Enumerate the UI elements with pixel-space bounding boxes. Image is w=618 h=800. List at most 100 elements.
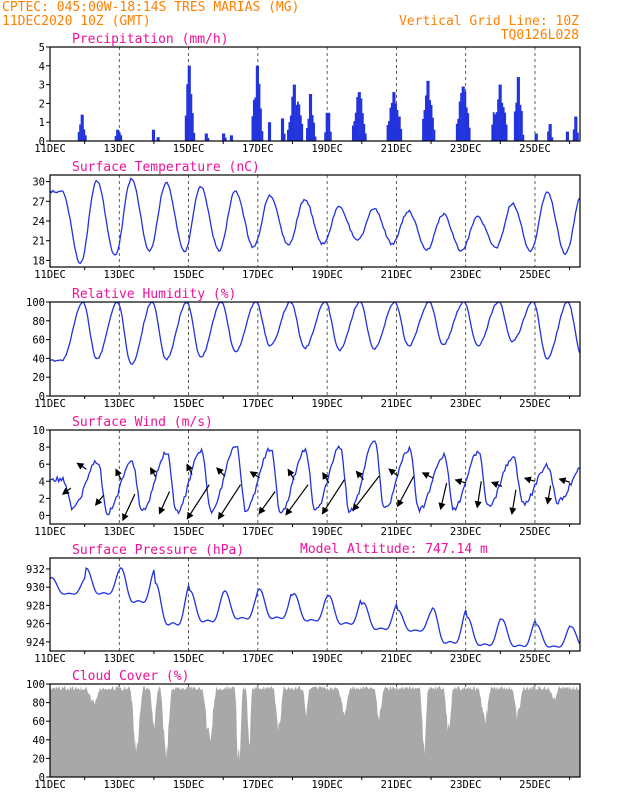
y-tick-label: 100 xyxy=(26,679,45,691)
precip-bar xyxy=(388,121,390,141)
precip-bar xyxy=(117,129,120,141)
precip-bar xyxy=(280,118,283,141)
precip-bar xyxy=(548,124,551,141)
x-tick-label: 11DEC xyxy=(34,779,66,791)
x-tick-label: 25DEC xyxy=(519,779,551,791)
x-tick-label: 17DEC xyxy=(242,269,274,281)
x-tick-label: 23DEC xyxy=(450,653,482,665)
wind-direction-arrow xyxy=(388,468,399,477)
precip-bar xyxy=(353,121,356,141)
precip-bar xyxy=(114,135,117,141)
precip-bar xyxy=(400,128,403,141)
precip-bar xyxy=(467,113,470,141)
wind-direction-arrow xyxy=(544,485,553,505)
precip-bar xyxy=(513,111,516,141)
wind-direction-arrow xyxy=(355,470,364,480)
precip-bar xyxy=(455,123,458,141)
wind-direction-arrow xyxy=(115,468,122,480)
y-tick-label: 24 xyxy=(32,216,45,228)
x-tick-label: 13DEC xyxy=(103,143,135,155)
precip-bar xyxy=(399,116,401,141)
wind-direction-arrow xyxy=(94,494,105,506)
precip-bar xyxy=(192,113,194,141)
wind-direction-arrow xyxy=(216,467,226,477)
precip-bar xyxy=(567,131,569,141)
precip-bar xyxy=(324,132,326,141)
precip-bar xyxy=(229,135,232,141)
x-tick-label: 21DEC xyxy=(381,526,413,538)
wind-direction-arrow xyxy=(490,481,503,488)
wind-direction-arrow xyxy=(474,481,482,509)
y-tick-label: 930 xyxy=(26,582,45,594)
y-tick-label: 20 xyxy=(32,372,45,384)
x-tick-label: 15DEC xyxy=(173,526,205,538)
y-tick-label: 1 xyxy=(39,117,45,129)
wind-direction-arrow xyxy=(287,468,295,480)
precip-bar xyxy=(491,124,494,141)
precip-bar xyxy=(565,131,568,141)
x-tick-label: 21DEC xyxy=(381,398,413,410)
precip-bar xyxy=(116,129,118,141)
precip-bar xyxy=(118,132,121,141)
y-tick-label: 27 xyxy=(32,196,45,208)
wind-direction-arrow xyxy=(150,466,157,478)
y-tick-label: 924 xyxy=(26,637,45,649)
y-tick-label: 20 xyxy=(32,753,45,765)
precip-bar xyxy=(297,101,299,141)
wind-direction-arrow xyxy=(186,463,193,475)
wind-direction-arrow xyxy=(186,484,210,520)
precip-bar xyxy=(288,122,291,141)
precip-bar xyxy=(463,86,465,141)
precip-bar xyxy=(395,103,397,141)
x-tick-label: 17DEC xyxy=(242,143,274,155)
y-tick-label: 18 xyxy=(32,255,45,267)
pressure-line xyxy=(50,567,580,648)
wind-direction-arrow xyxy=(61,487,72,495)
x-tick-label: 23DEC xyxy=(450,398,482,410)
y-tick-label: 80 xyxy=(32,316,45,328)
x-tick-label: 15DEC xyxy=(173,653,205,665)
panel-title: Surface Temperature (nC) xyxy=(72,160,260,175)
precip-bar xyxy=(495,112,498,141)
x-tick-label: 17DEC xyxy=(242,779,274,791)
precip-bar xyxy=(307,118,310,141)
precip-bar xyxy=(260,108,262,141)
precip-bar xyxy=(299,115,302,141)
x-tick-label: 19DEC xyxy=(311,398,343,410)
y-tick-label: 21 xyxy=(32,236,45,248)
precip-bar xyxy=(362,113,364,141)
y-tick-label: 100 xyxy=(26,297,45,309)
precip-bar xyxy=(291,96,294,141)
precip-bar xyxy=(267,122,270,141)
precip-bar xyxy=(223,133,226,141)
x-tick-label: 15DEC xyxy=(173,779,205,791)
precip-bar xyxy=(457,118,460,141)
panel-title: Cloud Cover (%) xyxy=(72,669,189,684)
precip-bar xyxy=(497,99,499,141)
precip-bar xyxy=(522,134,525,141)
precip-bar xyxy=(308,94,311,141)
precip-bar xyxy=(311,115,314,141)
x-tick-label: 19DEC xyxy=(311,269,343,281)
y-tick-label: 60 xyxy=(32,335,45,347)
precip-bar xyxy=(186,84,188,141)
precip-bar xyxy=(313,122,315,141)
x-tick-label: 23DEC xyxy=(450,269,482,281)
precip-bar xyxy=(519,104,522,141)
x-tick-label: 13DEC xyxy=(103,653,135,665)
cloud-cover-area xyxy=(50,685,580,777)
y-tick-label: 928 xyxy=(26,600,45,612)
precip-bar xyxy=(515,102,518,141)
precip-bar xyxy=(354,112,357,141)
precip-bar xyxy=(518,77,520,141)
wind-direction-arrow xyxy=(558,477,570,485)
panel-frame xyxy=(49,429,581,525)
precip-bar xyxy=(501,102,504,141)
precip-bar xyxy=(120,135,123,141)
wind-speed-line xyxy=(50,440,580,516)
x-tick-label: 17DEC xyxy=(242,653,274,665)
header-location: CPTEC: 045:00W-18:14S TRES MARIAS (MG) xyxy=(2,0,299,15)
precip-bar xyxy=(298,104,301,141)
precip-bar xyxy=(252,99,255,141)
x-tick-label: 21DEC xyxy=(381,143,413,155)
